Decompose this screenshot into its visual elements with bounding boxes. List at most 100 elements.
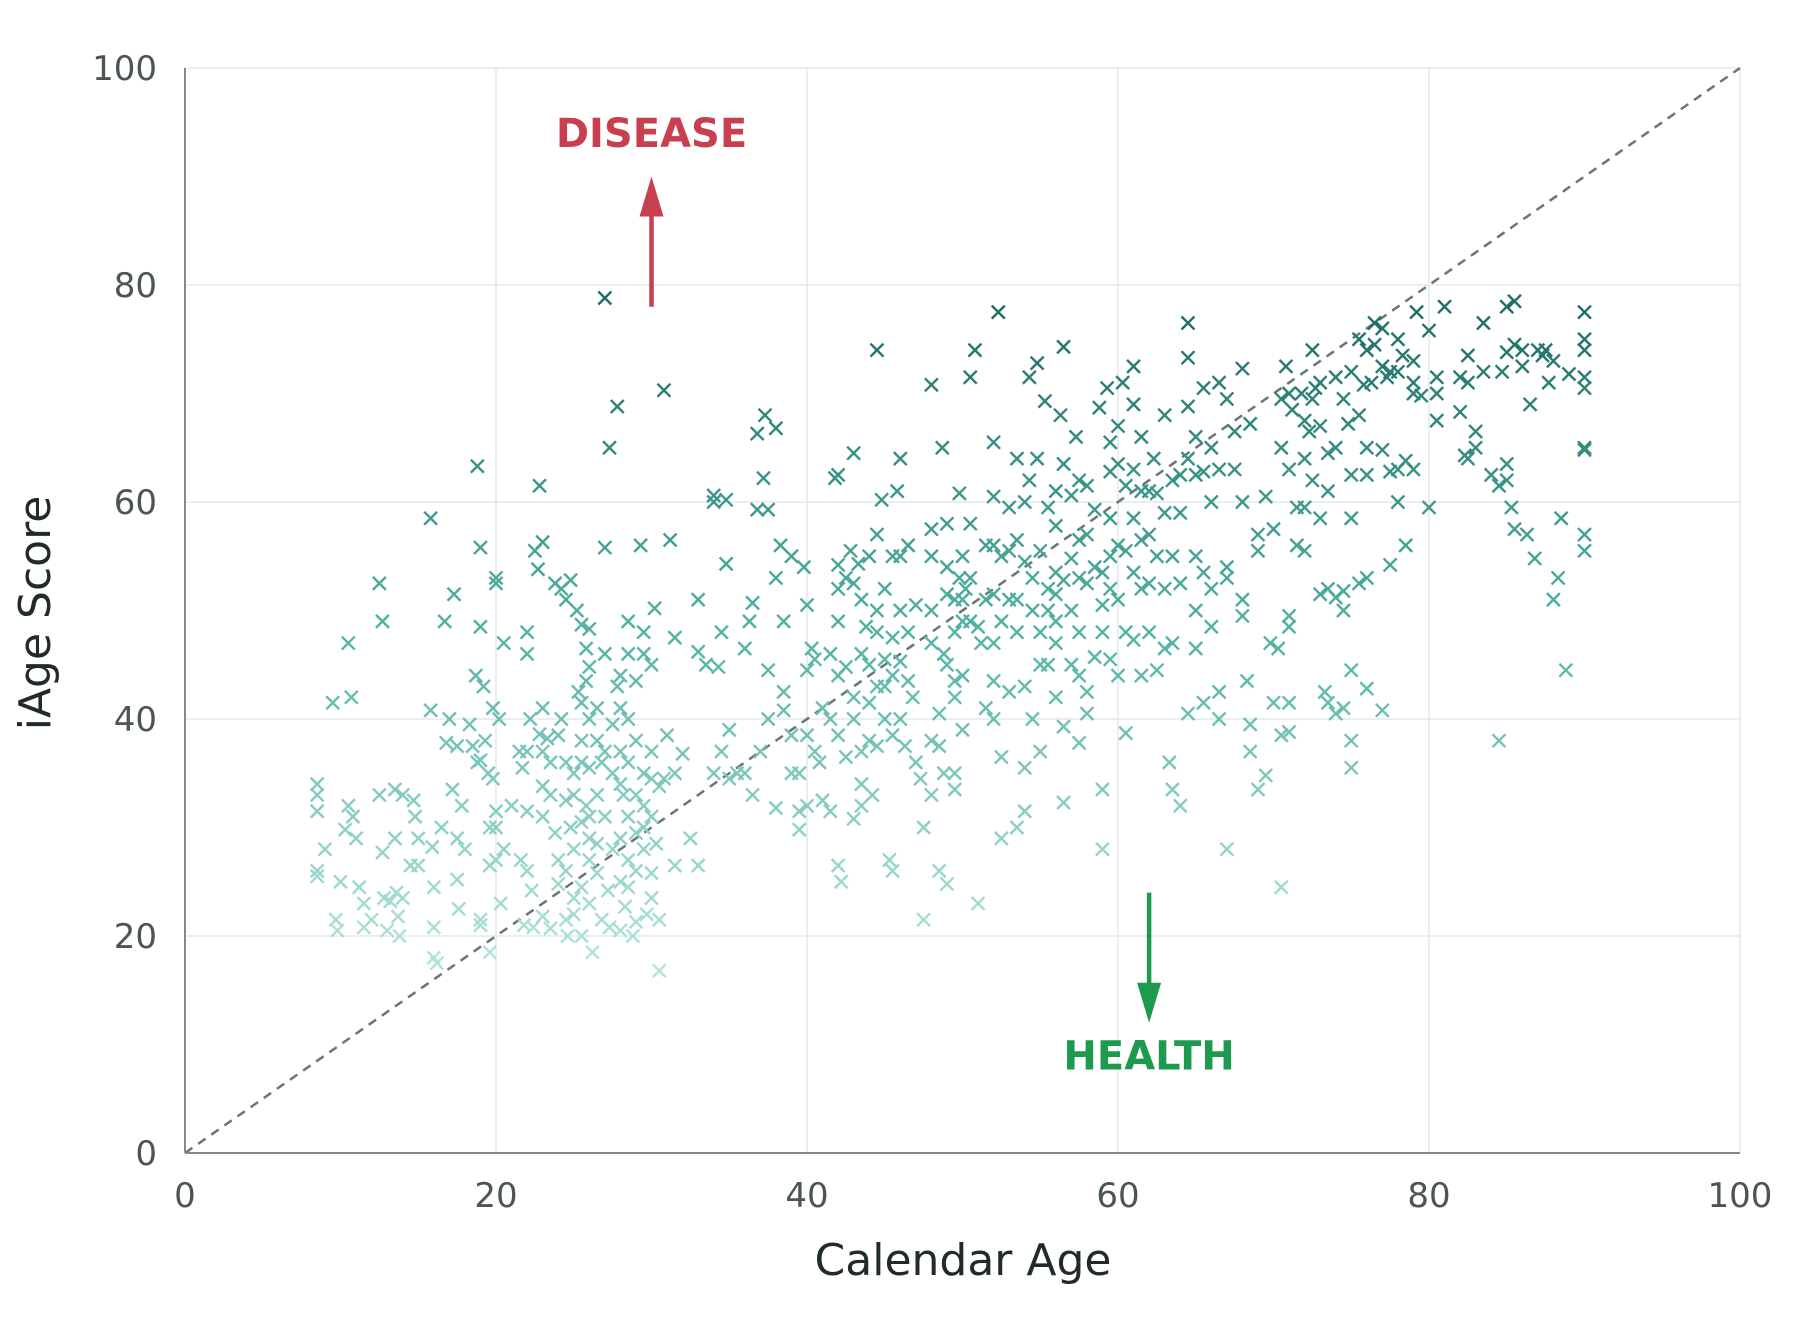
data-point — [804, 641, 820, 656]
point-stroke — [916, 820, 931, 835]
data-point — [449, 831, 465, 846]
point-stroke — [1367, 337, 1382, 353]
point-stroke — [602, 440, 617, 456]
point-stroke — [1118, 478, 1134, 494]
data-point — [1278, 359, 1294, 374]
point-stroke — [539, 731, 555, 746]
point-stroke — [854, 592, 869, 607]
data-point — [885, 863, 900, 879]
point-stroke — [597, 809, 613, 824]
data-point — [423, 702, 439, 718]
data-point — [1040, 657, 1056, 673]
data-point — [1146, 451, 1162, 466]
point-stroke — [1040, 500, 1056, 515]
point-stroke — [1312, 418, 1328, 434]
data-point — [566, 787, 582, 803]
data-point — [1110, 418, 1126, 434]
point-stroke — [1001, 684, 1017, 700]
data-point — [1126, 632, 1141, 648]
point-stroke — [1071, 532, 1087, 548]
data-point — [1312, 418, 1328, 434]
data-point — [1242, 717, 1258, 732]
data-point — [1180, 706, 1196, 721]
point-stroke — [1553, 510, 1569, 526]
data-point — [317, 841, 333, 857]
data-point — [578, 673, 594, 689]
point-stroke — [882, 852, 897, 868]
point-stroke — [1343, 467, 1359, 483]
data-point — [477, 733, 493, 749]
data-point — [892, 711, 908, 727]
data-point — [1133, 429, 1149, 445]
data-point — [424, 839, 440, 855]
point-stroke — [1421, 500, 1437, 515]
point-stroke — [648, 836, 664, 852]
point-stroke — [617, 899, 633, 915]
point-stroke — [625, 928, 641, 944]
point-stroke — [390, 909, 406, 924]
data-point — [1235, 608, 1250, 624]
point-stroke — [947, 673, 963, 689]
point-stroke — [706, 765, 722, 781]
point-stroke — [449, 872, 465, 887]
data-point — [1172, 798, 1188, 814]
point-stroke — [1375, 442, 1390, 458]
data-point — [822, 711, 838, 727]
data-point — [889, 483, 905, 499]
data-point — [1071, 735, 1087, 751]
point-stroke — [309, 863, 325, 879]
data-point — [519, 646, 535, 662]
data-point — [900, 673, 916, 689]
point-stroke — [1133, 668, 1149, 683]
point-stroke — [1390, 331, 1406, 347]
data-point — [1126, 462, 1141, 477]
point-stroke — [667, 858, 683, 873]
point-stroke — [1009, 820, 1025, 835]
data-point — [892, 654, 908, 669]
data-point — [1110, 668, 1126, 683]
point-stroke — [1079, 527, 1095, 542]
data-point — [1196, 464, 1211, 479]
point-stroke — [1359, 467, 1375, 483]
data-point — [1053, 407, 1068, 423]
data-point — [636, 624, 652, 640]
data-point — [799, 727, 815, 743]
data-point — [1149, 662, 1165, 678]
data-point — [1409, 304, 1424, 320]
point-stroke — [830, 467, 846, 483]
point-stroke — [535, 778, 550, 794]
point-stroke — [462, 717, 477, 732]
data-point — [714, 744, 729, 759]
point-stroke — [791, 765, 807, 781]
data-point — [578, 641, 594, 656]
point-stroke — [1281, 462, 1297, 477]
point-stroke — [846, 711, 861, 727]
point-stroke — [706, 488, 722, 503]
point-stroke — [600, 883, 616, 898]
data-point — [1235, 361, 1250, 376]
data-point — [869, 603, 885, 618]
data-point — [807, 744, 823, 759]
point-stroke — [636, 765, 652, 781]
data-point — [718, 492, 734, 508]
data-point — [675, 746, 690, 762]
data-point — [1538, 342, 1553, 358]
data-point — [1009, 624, 1025, 640]
data-point — [1270, 641, 1286, 656]
data-point — [737, 641, 753, 656]
point-stroke — [1320, 445, 1336, 461]
point-stroke — [476, 679, 491, 694]
point-stroke — [706, 494, 722, 510]
point-stroke — [519, 744, 535, 759]
data-point — [1558, 662, 1574, 678]
data-point — [1351, 407, 1367, 423]
point-stroke — [807, 744, 823, 759]
data-point — [900, 624, 916, 640]
point-stroke — [379, 923, 395, 938]
point-stroke — [395, 787, 411, 803]
point-stroke — [1211, 462, 1227, 477]
point-stroke — [815, 793, 830, 808]
point-stroke — [667, 765, 683, 781]
data-point — [1037, 393, 1053, 409]
point-stroke — [628, 914, 644, 930]
